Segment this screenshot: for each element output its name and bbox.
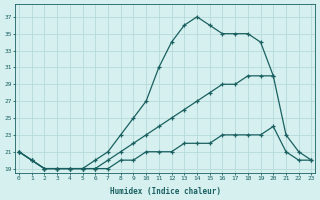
X-axis label: Humidex (Indice chaleur): Humidex (Indice chaleur) <box>110 187 221 196</box>
